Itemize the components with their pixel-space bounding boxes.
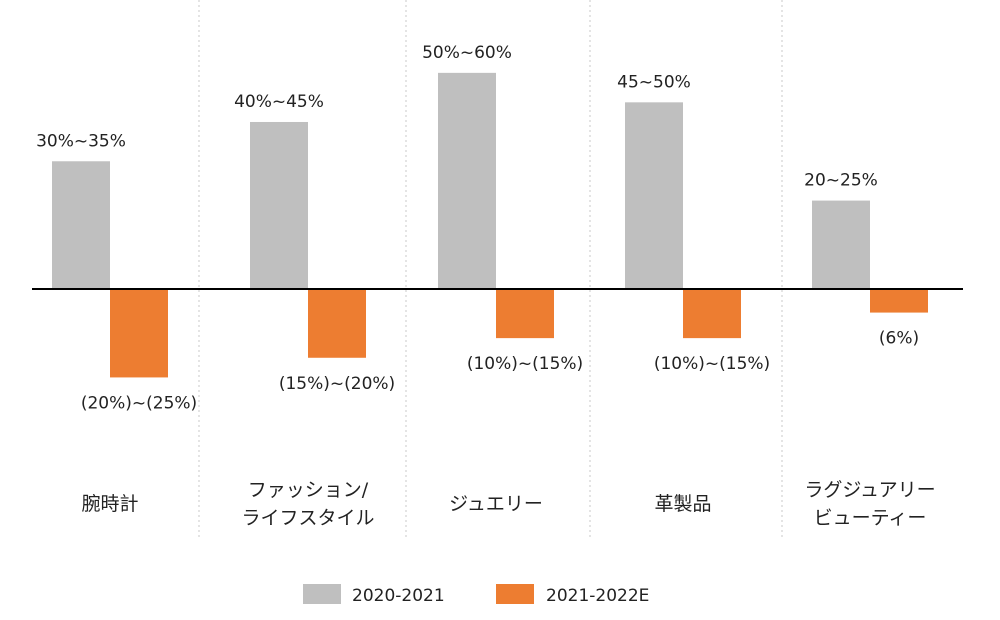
- legend-swatch-2: [496, 584, 534, 604]
- data-label-series2-5: (6%): [879, 329, 919, 349]
- data-label-series2-2: (15%)~(20%): [279, 374, 395, 394]
- bar-series1-2: [250, 121, 308, 289]
- legend-swatch-1: [303, 584, 341, 604]
- bar-series2-1: [110, 289, 168, 378]
- category-label-4: 革製品: [654, 493, 711, 515]
- data-label-series1-3: 50%~60%: [422, 43, 512, 63]
- bar-series2-3: [496, 289, 554, 339]
- data-label-series1-2: 40%~45%: [234, 92, 324, 112]
- category-label-1: 腕時計: [81, 493, 138, 515]
- category-label-5: ラグジュアリービューティー: [804, 479, 935, 529]
- bar-series1-4: [625, 102, 683, 289]
- data-label-series1-1: 30%~35%: [36, 131, 126, 151]
- data-label-series1-4: 45~50%: [617, 72, 691, 92]
- bar-series1-1: [52, 161, 110, 289]
- data-label-series1-5: 20~25%: [804, 171, 878, 191]
- data-label-series2-1: (20%)~(25%): [81, 393, 197, 413]
- legend-label-1: 2020-2021: [352, 586, 445, 606]
- category-label-2: ファッション/ライフスタイル: [241, 479, 374, 529]
- bar-series2-2: [308, 289, 366, 358]
- bar-series1-5: [812, 200, 870, 289]
- data-label-series2-3: (10%)~(15%): [467, 354, 583, 374]
- bar-series2-5: [870, 289, 928, 313]
- bar-series2-4: [683, 289, 741, 339]
- legend-label-2: 2021-2022E: [546, 586, 649, 606]
- data-label-series2-4: (10%)~(15%): [654, 354, 770, 374]
- category-label-3: ジュエリー: [449, 493, 543, 515]
- bar-series1-3: [438, 72, 496, 289]
